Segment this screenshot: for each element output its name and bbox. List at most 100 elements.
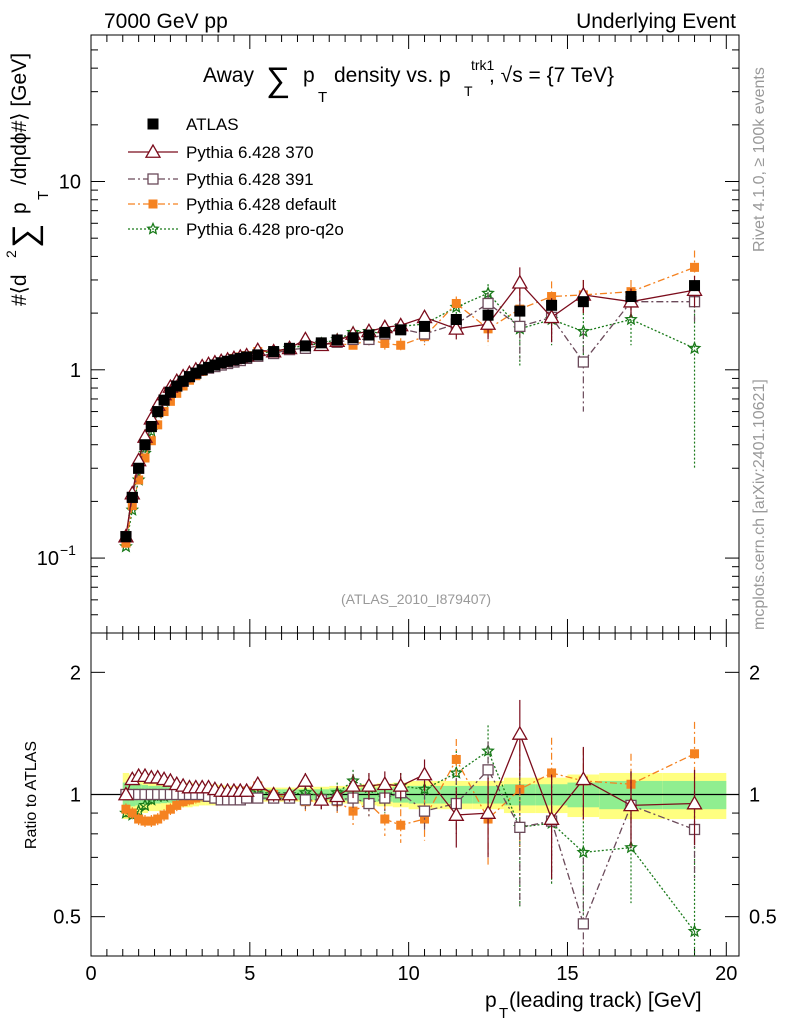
series-pythia-6-428-default — [121, 250, 700, 548]
ratio-data-point — [238, 782, 255, 797]
data-point — [690, 262, 700, 272]
ratio-data-point — [511, 725, 528, 740]
side-text-rivet: Rivet 4.1.0, ≥ 100k events — [751, 67, 768, 252]
ratio-y-tick-label: 2 — [70, 662, 81, 684]
ylabel-part-b: /dηdϕ#⟩ [GeV] — [8, 53, 31, 185]
data-point — [228, 354, 240, 366]
data-point — [348, 340, 358, 350]
ratio-data-point — [313, 791, 330, 806]
title-sup-trk1: trk1 — [471, 57, 495, 73]
title-sum-symbol: ∑ — [266, 61, 290, 99]
title-sub-t2: T — [464, 83, 473, 99]
analysis-tag: (ATLAS_2010_I879407) — [341, 591, 491, 607]
legend-item: ATLAS — [147, 115, 239, 134]
ratio-data-point — [165, 804, 175, 814]
title-prefix: Away — [203, 64, 254, 87]
data-point — [183, 371, 195, 383]
data-point — [234, 352, 246, 364]
data-point — [159, 407, 169, 417]
ratio-data-point — [153, 814, 163, 824]
data-point — [152, 406, 164, 418]
ylabel-part-p: p — [8, 202, 31, 214]
ratio-data-point — [117, 786, 135, 801]
data-point — [416, 308, 433, 324]
data-point — [396, 340, 406, 350]
ratio-data-point — [172, 800, 182, 810]
ratio-data-point — [360, 777, 378, 792]
y-tick-label-base: 10 — [37, 548, 59, 570]
title-sqrts: , √s = {7 TeV} — [489, 64, 614, 87]
legend-label: ATLAS — [186, 115, 239, 134]
ratio-data-point — [514, 821, 526, 833]
data-point — [203, 361, 215, 373]
ratio-data-point — [281, 786, 298, 801]
ylabel-part-t: T — [35, 191, 52, 200]
ylabel-part-a: #⟨d — [8, 274, 31, 306]
legend-item: Pythia 6.428 pro-q2o — [128, 220, 344, 239]
title-density: density vs. p — [334, 64, 451, 87]
data-point — [171, 380, 183, 392]
data-point — [514, 305, 526, 317]
data-point — [172, 388, 182, 398]
x-axis-label: p T (leading track) [GeV] — [485, 989, 702, 1022]
ratio-data-point — [622, 797, 640, 812]
ratio-data-point — [396, 820, 406, 830]
data-point — [624, 312, 638, 326]
data-point — [546, 299, 558, 311]
data-point — [139, 439, 151, 451]
y-tick-label: 1 — [70, 360, 81, 382]
data-point — [479, 315, 497, 330]
ratio-data-point — [686, 795, 703, 810]
data-point — [190, 367, 202, 379]
series-atlas — [120, 280, 701, 543]
ratio-series-pythia-6-428-370 — [117, 699, 703, 879]
legend-item: Pythia 6.428 391 — [128, 170, 314, 189]
legend-marker — [148, 199, 158, 209]
data-point — [284, 342, 296, 354]
data-point — [121, 538, 131, 548]
ratio-data-point — [380, 814, 390, 824]
data-point — [120, 531, 132, 543]
header-left: 7000 GeV pp — [104, 10, 228, 33]
series-line — [125, 266, 695, 544]
data-point — [689, 280, 701, 292]
y-tick-label: 10 — [59, 172, 81, 194]
data-point — [158, 394, 170, 406]
ratio-data-point — [416, 766, 433, 781]
ratio-data-point — [363, 797, 375, 810]
ratio-data-point — [392, 777, 409, 792]
main-y-axis-label: #⟨d 2 ∑ p T /dηdϕ#⟩ [GeV] — [3, 53, 52, 306]
data-point — [450, 313, 462, 325]
ratio-data-point — [543, 810, 560, 825]
legend: ATLAS Pythia 6.428 370 Pythia 6.428 391 Pyt… — [128, 115, 344, 239]
ratio-data-point — [690, 749, 700, 759]
ratio-data-point — [252, 792, 264, 804]
series-line — [125, 281, 695, 537]
ratio-data-point — [329, 787, 346, 803]
ratio-plot-panel: 0 5 10 15 20 0.5 0.5 1 1 2 2 Ratio to ATLAS — [23, 632, 777, 985]
ratio-data-point — [127, 808, 137, 818]
y-tick-label-exp: −1 — [60, 542, 76, 558]
legend-label: Pythia 6.428 pro-q2o — [186, 220, 344, 239]
ratio-data-point — [448, 806, 465, 821]
data-point — [252, 349, 264, 361]
legend-marker — [146, 221, 160, 235]
data-point — [547, 292, 557, 302]
data-point — [299, 340, 311, 352]
data-point — [380, 338, 390, 348]
ratio-y-tick-label-right: 0.5 — [749, 907, 777, 929]
data-point — [419, 320, 431, 332]
legend-item: Pythia 6.428 default — [128, 195, 337, 214]
data-point — [395, 324, 407, 336]
data-point — [126, 491, 138, 503]
data-point — [196, 364, 208, 376]
data-point — [511, 274, 528, 289]
legend-marker — [144, 143, 162, 158]
x-tick-label: 0 — [85, 963, 96, 985]
ratio-series-layer — [117, 699, 703, 956]
data-point — [514, 320, 526, 333]
data-point — [177, 375, 189, 387]
